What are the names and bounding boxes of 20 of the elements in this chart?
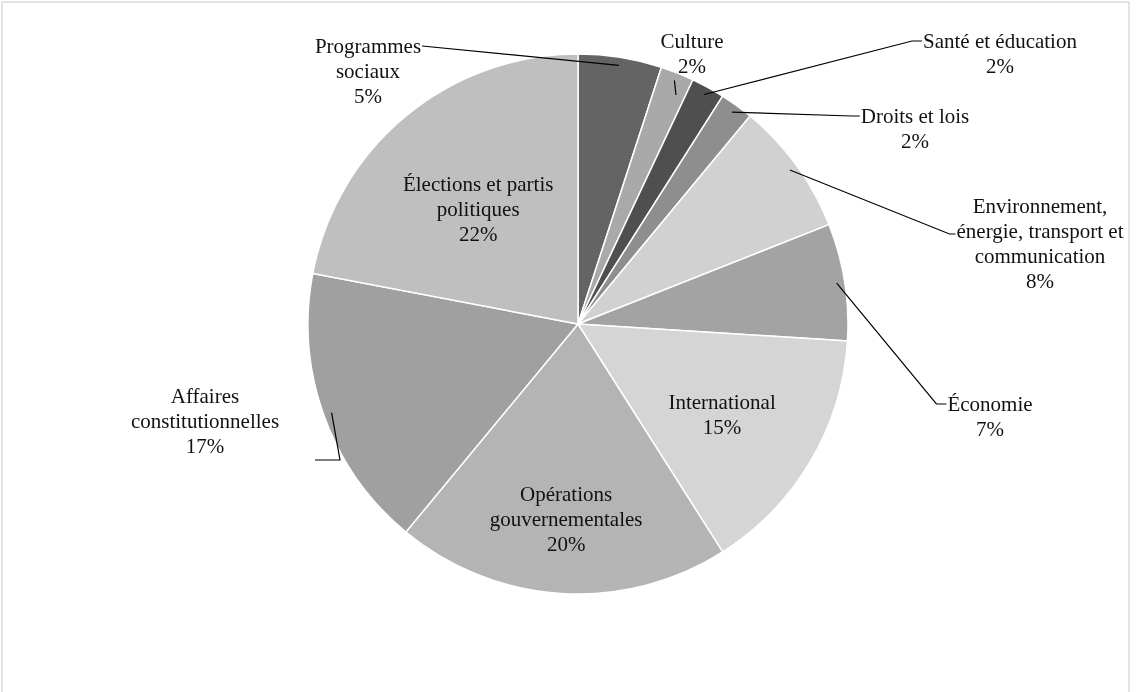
data-label: 15% — [702, 415, 742, 440]
data-label: 8% — [1026, 269, 1054, 293]
data-label: 22% — [458, 222, 498, 247]
slice-label: Santé et éducation — [923, 29, 1078, 53]
slice-label: Économie — [947, 392, 1033, 416]
slice-label: Culture — [660, 29, 724, 53]
data-label: 2% — [678, 54, 706, 78]
data-label: 17% — [185, 434, 225, 458]
data-label: 2% — [986, 54, 1014, 78]
data-label: 7% — [976, 417, 1004, 441]
slice-label: Élections et partis politiques — [402, 172, 554, 222]
data-label: 20% — [546, 531, 586, 556]
slice-label: Programmes sociaux — [314, 34, 422, 83]
slice-label: Droits et lois — [860, 104, 970, 128]
slice-label: Affaires constitutionnelles — [130, 384, 280, 433]
slice-label: Environnement, énergie, transport et communication — [956, 194, 1124, 268]
data-label: 2% — [901, 129, 929, 153]
slice-label: International — [668, 390, 776, 415]
data-label: 5% — [354, 84, 382, 108]
slice-label: Opérations gouvernementales — [489, 481, 643, 531]
